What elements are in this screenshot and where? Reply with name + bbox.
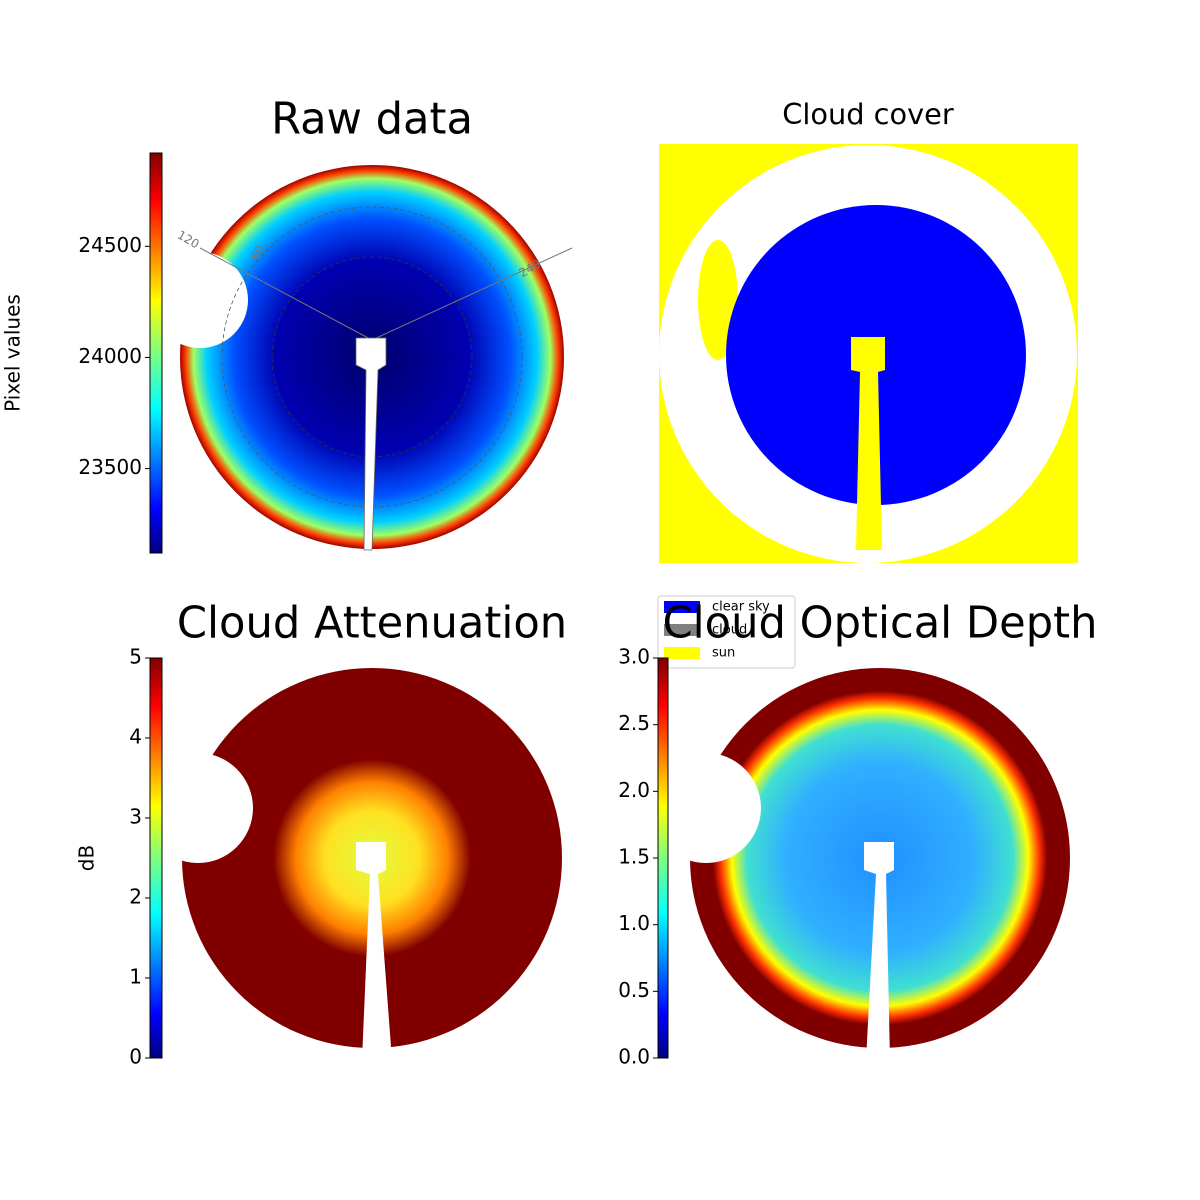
y-tick-label: 23500 <box>78 455 142 479</box>
panel-title: Cloud cover <box>782 97 954 131</box>
colorbar <box>149 152 163 554</box>
y-tick-label: 0.5 <box>618 978 650 1002</box>
y-tick-label: 0 <box>129 1045 142 1069</box>
y-tick-label: 0.0 <box>618 1045 650 1069</box>
legend-swatch <box>664 601 700 613</box>
y-tick-label: 4 <box>129 725 142 749</box>
panel-title: Raw data <box>271 95 473 145</box>
y-tick-label: 3 <box>129 805 142 829</box>
polar-label: 120 <box>175 228 202 252</box>
y-tick-label: 3.0 <box>618 645 650 669</box>
legend-label: sun <box>712 646 735 661</box>
colorbar <box>657 657 669 1059</box>
y-tick-label: 5 <box>129 645 142 669</box>
optical-depth-image <box>651 668 1070 1060</box>
panel-title: Cloud Optical Depth <box>663 599 1098 649</box>
panel-title: Cloud Attenuation <box>177 599 567 649</box>
colorbar-label: dB <box>75 845 99 871</box>
attenuation-image <box>143 668 562 1060</box>
y-tick-label: 24000 <box>78 344 142 368</box>
raw-image <box>152 165 573 551</box>
cloud-cover-image <box>659 144 1078 563</box>
y-tick-label: 2.5 <box>618 711 650 735</box>
y-tick-label: 2.0 <box>618 778 650 802</box>
legend-swatch <box>664 624 700 636</box>
colorbar-label: Pixel values <box>1 294 25 412</box>
colorbar <box>149 657 163 1059</box>
y-tick-label: 24500 <box>78 233 142 257</box>
legend-label: cloud <box>712 623 747 638</box>
y-tick-label: 1.0 <box>618 911 650 935</box>
y-tick-label: 1 <box>129 965 142 989</box>
legend-swatch <box>664 647 700 659</box>
polar-label: 60 <box>248 243 268 263</box>
y-tick-label: 2 <box>129 885 142 909</box>
legend-label: clear sky <box>712 600 770 615</box>
y-tick-label: 1.5 <box>618 845 650 869</box>
